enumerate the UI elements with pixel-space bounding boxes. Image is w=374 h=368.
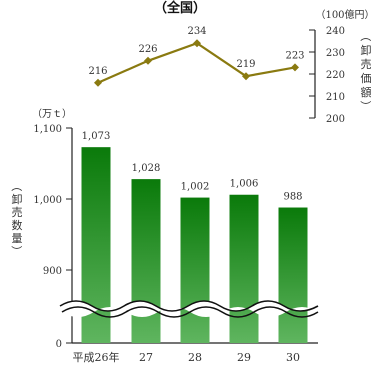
price-point: [94, 78, 102, 87]
price-point: [144, 56, 152, 65]
line-series: 216 226 234 219 223: [88, 26, 305, 87]
quantity-value-label: 988: [283, 192, 302, 203]
axis-title-char: 価: [361, 72, 372, 85]
axis-title-char: ）: [359, 101, 372, 112]
quantity-tick-label: 900: [43, 266, 62, 277]
price-tick-label: 230: [326, 48, 345, 59]
price-line: [97, 41, 296, 84]
chart-title: （全国）: [154, 0, 206, 16]
quantity-value-label: 1,073: [82, 131, 111, 142]
quantity-axis-unit: （万ｔ）: [32, 108, 72, 120]
quantity-bar: [278, 207, 308, 343]
quantity-tick-label: 1,100: [33, 124, 62, 135]
axis-title-char: 卸: [12, 192, 23, 206]
axis-title-char: 額: [361, 86, 372, 99]
price-value-label: 234: [187, 26, 206, 37]
axis-title-char: 量: [12, 232, 23, 245]
axis-title-char: 数: [12, 219, 23, 232]
quantity-value-label: 1,002: [181, 182, 210, 193]
price-value-label: 223: [285, 50, 304, 61]
category-label: 27: [139, 351, 153, 364]
price-axis-unit: （100億円）: [315, 8, 374, 21]
category-label: 30: [286, 351, 300, 364]
axis-title-char: ）: [10, 246, 23, 257]
price-point: [193, 39, 201, 48]
quantity-tick-label: 0: [56, 339, 62, 350]
x-axis-labels: 平成26年 27 28 29 30: [73, 350, 301, 364]
quantity-bar: [180, 197, 210, 343]
price-tick-label: 200: [326, 114, 345, 125]
quantity-bar: [229, 194, 259, 343]
price-axis: （100億円） 200 210 220 230 240: [309, 8, 374, 125]
category-label: 28: [188, 351, 202, 364]
price-point: [242, 72, 250, 81]
axis-title-char: 卸: [361, 43, 372, 57]
price-tick-label: 240: [326, 26, 345, 37]
axis-title-char: 売: [12, 206, 23, 219]
price-value-label: 226: [138, 44, 157, 55]
price-value-label: 219: [236, 59, 255, 70]
axis-title-char: 売: [361, 58, 372, 71]
axis-title-char: （: [359, 31, 372, 42]
price-tick-label: 210: [326, 92, 345, 103]
category-label: 29: [237, 351, 251, 364]
axis-break: [59, 300, 319, 318]
quantity-bar: [131, 179, 161, 343]
quantity-value-label: 1,028: [132, 163, 161, 174]
price-point: [291, 63, 299, 72]
quantity-tick-label: 1,000: [33, 195, 62, 206]
price-tick-label: 220: [326, 70, 345, 81]
price-value-label: 216: [88, 66, 107, 77]
category-label: 平成26年: [73, 350, 120, 364]
axis-title-char: （: [10, 181, 23, 192]
quantity-value-label: 1,006: [230, 179, 259, 190]
